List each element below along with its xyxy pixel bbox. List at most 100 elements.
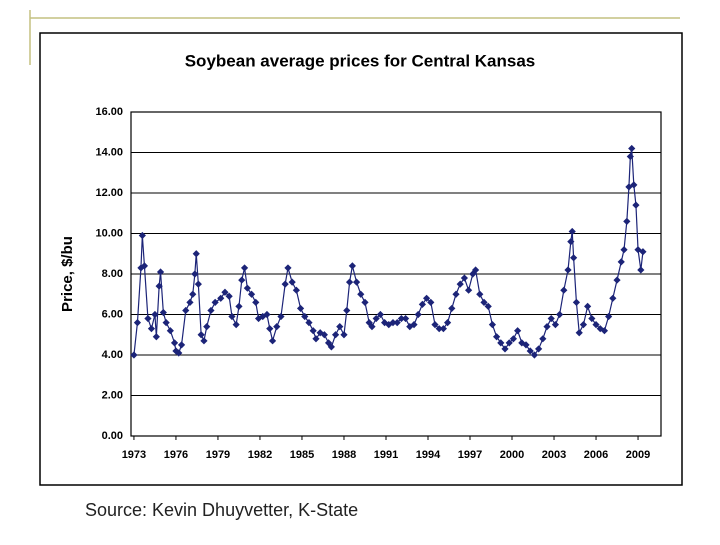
data-point — [175, 349, 183, 357]
data-point — [305, 319, 313, 327]
data-point — [273, 323, 281, 331]
chart-frame — [39, 32, 683, 486]
data-point — [435, 325, 443, 333]
data-point — [144, 314, 152, 323]
data-point — [292, 286, 300, 294]
data-point — [186, 298, 194, 306]
data-point — [564, 266, 572, 274]
data-point — [152, 333, 160, 341]
data-point — [170, 339, 179, 347]
data-point — [288, 278, 296, 286]
data-point — [630, 181, 638, 189]
data-point — [217, 294, 225, 302]
data-point — [443, 319, 452, 327]
data-point — [568, 227, 576, 236]
data-point — [465, 286, 473, 294]
data-point — [560, 286, 568, 294]
data-point — [452, 290, 460, 298]
data-point — [526, 347, 534, 355]
x-tick-label: 1982 — [248, 449, 272, 461]
data-point — [138, 231, 146, 240]
y-tick-label: 0.00 — [102, 430, 123, 442]
data-point — [626, 152, 634, 161]
data-point — [243, 284, 251, 292]
data-point — [235, 302, 243, 310]
x-tick-label: 2003 — [542, 449, 566, 461]
data-point — [551, 321, 560, 329]
data-point — [397, 314, 405, 323]
x-tick-label: 1988 — [332, 449, 356, 461]
data-point — [296, 304, 305, 313]
x-tick-label: 1994 — [416, 449, 441, 461]
data-point — [539, 335, 547, 343]
data-point — [505, 339, 513, 347]
y-tick-label: 2.00 — [102, 389, 123, 401]
data-point — [192, 250, 200, 258]
chart-title: Soybean average prices for Central Kansa… — [185, 51, 536, 70]
data-point — [584, 302, 592, 310]
data-point — [380, 319, 389, 327]
data-point — [634, 246, 642, 254]
data-point — [203, 323, 211, 331]
data-point — [336, 323, 344, 331]
x-tick-label: 2000 — [500, 449, 524, 461]
data-point — [368, 323, 376, 331]
data-point — [268, 337, 277, 345]
data-point — [628, 144, 636, 153]
data-point — [281, 280, 289, 288]
data-point — [133, 319, 142, 327]
data-point — [605, 312, 613, 321]
x-tick-label: 1973 — [122, 449, 146, 461]
data-point — [343, 306, 351, 315]
x-tick-label: 2006 — [584, 449, 608, 461]
data-point — [410, 321, 418, 329]
data-point — [476, 290, 484, 298]
data-point — [448, 304, 456, 313]
data-point — [228, 312, 236, 321]
data-point — [327, 343, 335, 351]
data-point — [352, 278, 361, 286]
data-point — [472, 266, 480, 274]
data-point — [240, 264, 249, 272]
data-point — [191, 270, 199, 278]
data-point — [140, 262, 149, 270]
data-point — [197, 331, 205, 339]
data-point — [266, 325, 274, 333]
data-point — [389, 319, 397, 327]
y-tick-label: 12.00 — [95, 187, 123, 199]
data-point — [232, 321, 240, 329]
data-point — [480, 298, 488, 306]
data-point — [623, 217, 631, 225]
data-point — [501, 345, 509, 353]
data-point — [155, 282, 163, 290]
y-tick-label: 10.00 — [95, 227, 123, 239]
data-point — [620, 246, 628, 254]
data-point — [414, 310, 422, 319]
x-tick-label: 2009 — [626, 449, 650, 461]
plot-area — [130, 111, 662, 437]
data-point — [427, 298, 435, 306]
x-tick-label: 1991 — [374, 449, 398, 461]
data-point — [147, 325, 156, 333]
data-point — [221, 288, 229, 296]
data-point — [543, 323, 551, 331]
data-point — [357, 290, 365, 298]
data-point — [348, 262, 356, 270]
y-tick-label: 16.00 — [95, 106, 123, 118]
data-point — [345, 278, 354, 286]
data-point — [340, 331, 348, 339]
data-point — [493, 333, 501, 341]
source-note: Source: Kevin Dhuyvetter, K-State — [85, 500, 358, 520]
y-axis-label: Price, $/bu — [59, 236, 76, 312]
y-tick-label: 8.00 — [102, 268, 123, 280]
data-point — [194, 280, 202, 288]
data-point — [130, 351, 138, 359]
data-point — [225, 292, 233, 300]
x-tick-label: 1997 — [458, 449, 482, 461]
data-point — [592, 321, 600, 329]
data-point — [393, 319, 401, 327]
data-point — [247, 290, 256, 298]
data-point — [484, 302, 492, 310]
x-tick-label: 1985 — [290, 449, 314, 461]
data-point — [617, 258, 625, 266]
